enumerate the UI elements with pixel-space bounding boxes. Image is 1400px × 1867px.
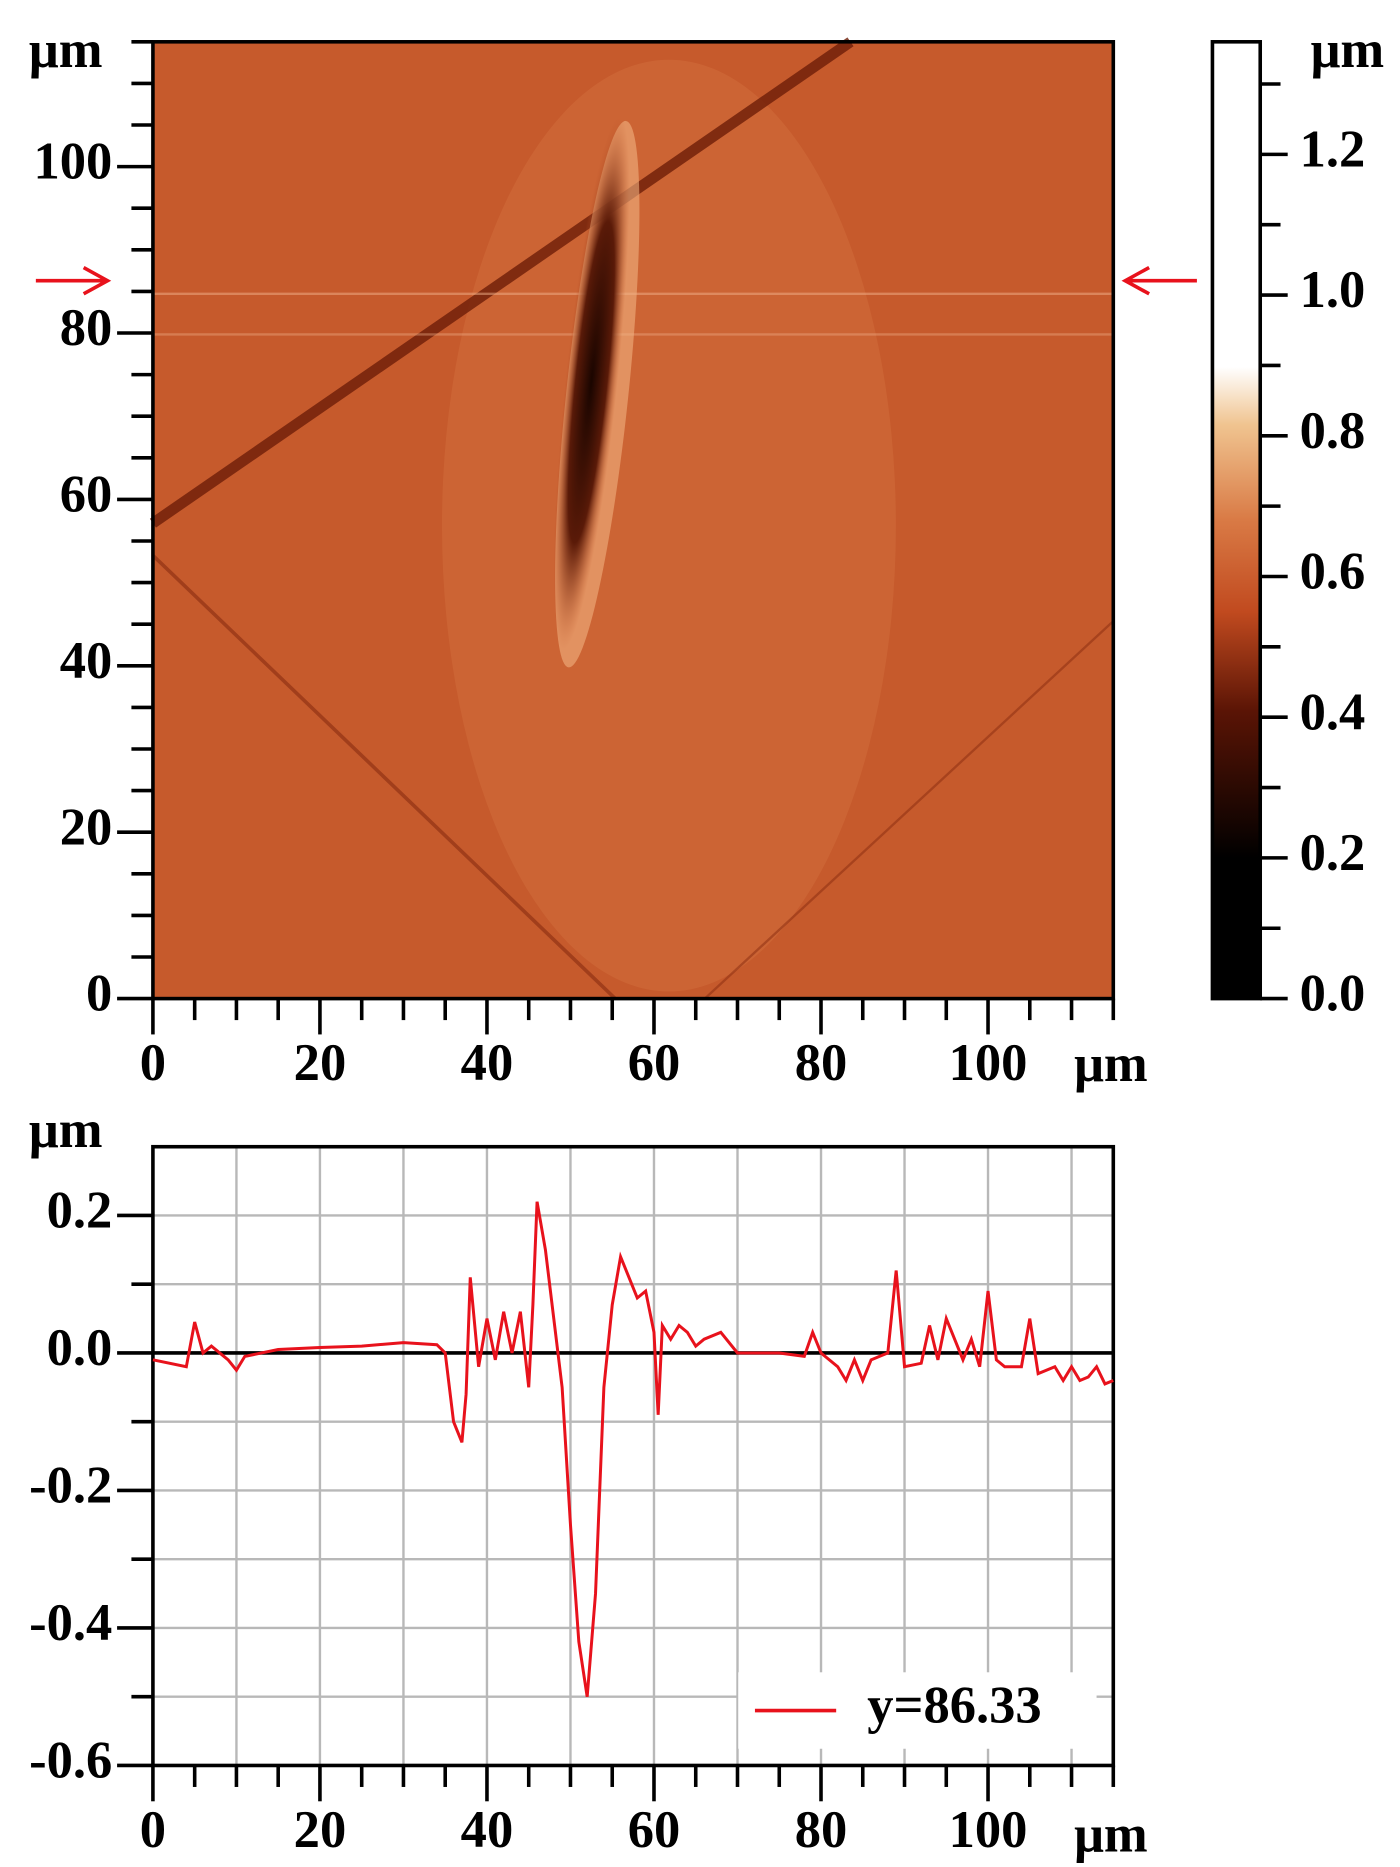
x-tick-label: 100 (949, 1034, 1028, 1092)
y-tick-label: 60 (60, 465, 113, 523)
profile-line (152, 1201, 1114, 1697)
y-tick-label: 40 (60, 632, 113, 690)
x-tick-label: 20 (294, 1034, 347, 1092)
image-frame (151, 40, 1116, 1001)
y-tick-label: -0.6 (29, 1732, 112, 1790)
x-tick-label: 40 (461, 1801, 514, 1859)
y-tick-label: 80 (60, 299, 113, 357)
colorbar-tick-label: 0.2 (1300, 824, 1366, 882)
colorbar-label: μm (1311, 21, 1385, 79)
y-tick-label: -0.2 (29, 1457, 112, 1515)
colorbar-tick-label: 1.0 (1300, 261, 1366, 319)
colorbar-tick-label: 0.8 (1300, 402, 1366, 460)
x-tick-label: 0 (140, 1034, 166, 1092)
colorbar-tick-label: 0.0 (1300, 965, 1366, 1023)
x-tick-label: 40 (461, 1034, 514, 1092)
y-tick-label: 0.0 (47, 1319, 113, 1377)
colorbar-tick-label: 0.4 (1300, 683, 1366, 741)
x-tick-label: 80 (795, 1801, 848, 1859)
profile-arrow (1121, 265, 1197, 296)
colorbar-tick-label: 1.2 (1300, 120, 1366, 178)
y-tick-label: 0.2 (47, 1182, 113, 1240)
x-tick-label: 20 (294, 1801, 347, 1859)
y-tick-label: 20 (60, 798, 113, 856)
colorbar (1210, 40, 1263, 1001)
colorbar-tick-label: 0.6 (1300, 543, 1366, 601)
y-tick-label: 0 (86, 965, 112, 1023)
x-tick-label: 60 (628, 1034, 681, 1092)
afm-image (149, 37, 1115, 1000)
legend-label: y=86.33 (867, 1677, 1041, 1735)
plot-frame (151, 1144, 1116, 1768)
profile-arrow (35, 265, 112, 296)
x-axis-label: μm (1074, 1035, 1148, 1093)
x-tick-label: 60 (628, 1801, 681, 1859)
y-tick-label: -0.4 (29, 1594, 112, 1652)
y-axis-label: μm (29, 1101, 103, 1159)
y-tick-label: 100 (33, 133, 112, 191)
y-axis-label: μm (29, 21, 103, 79)
x-tick-label: 0 (140, 1801, 166, 1859)
x-tick-label: 80 (795, 1034, 848, 1092)
x-axis-label: μm (1074, 1806, 1148, 1864)
x-tick-label: 100 (949, 1801, 1028, 1859)
